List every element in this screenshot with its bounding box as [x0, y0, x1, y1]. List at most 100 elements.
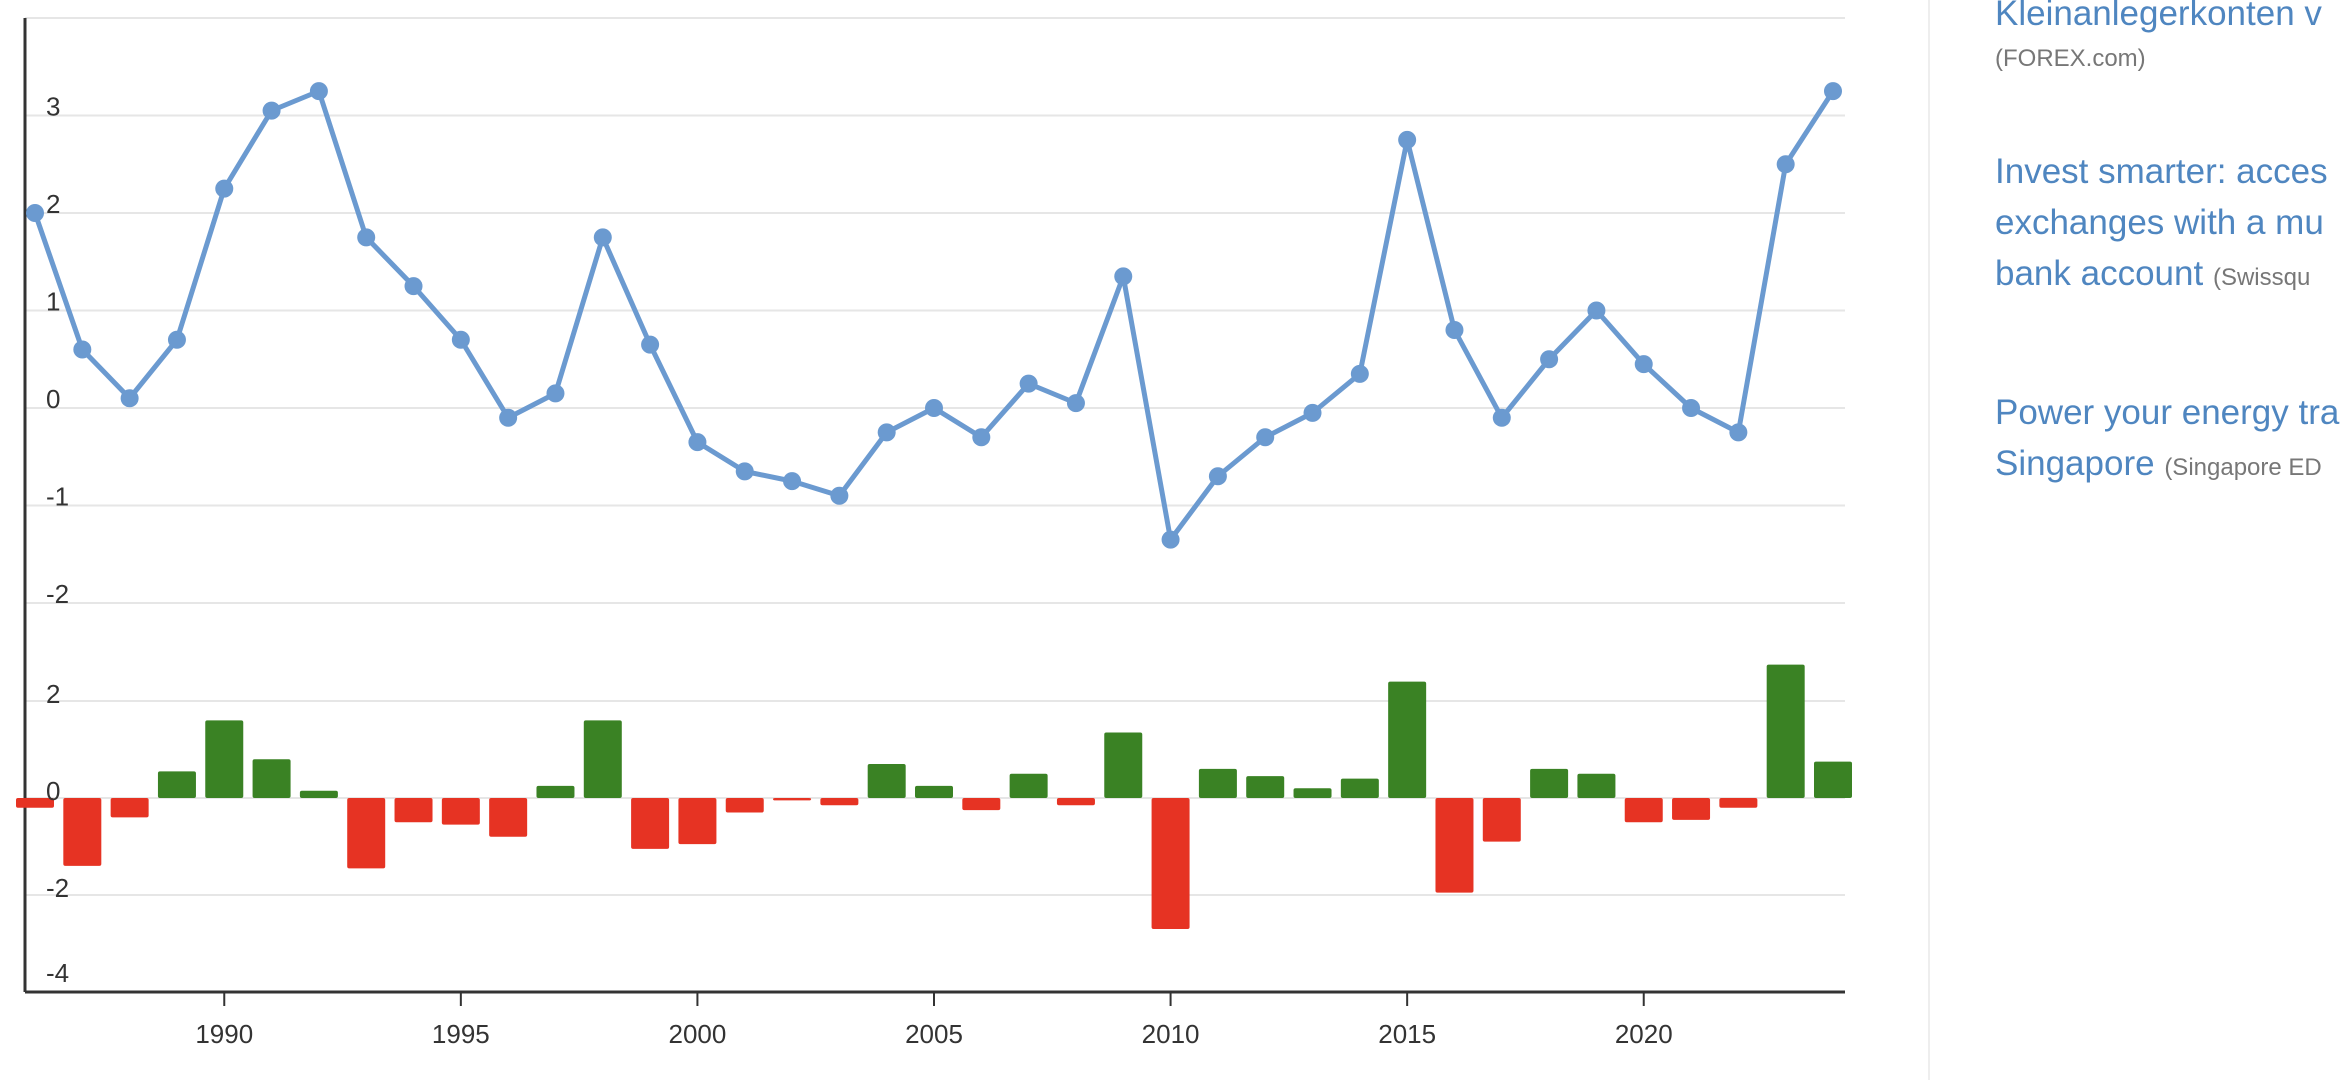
bar: [773, 798, 812, 801]
bar: [1104, 732, 1143, 798]
line-y-tick-label: 0: [46, 384, 60, 414]
line-point: [1066, 394, 1085, 413]
line-point: [1729, 423, 1748, 442]
ad-title-line[interactable]: Kleinanlegerkonten v: [1995, 0, 2322, 33]
x-tick-label: 2005: [905, 1019, 963, 1049]
ad-title-line[interactable]: Singapore: [1995, 444, 2155, 483]
bar: [157, 771, 196, 798]
x-tick-label: 2020: [1615, 1019, 1673, 1049]
x-tick-label: 2010: [1142, 1019, 1200, 1049]
line-point: [1634, 355, 1653, 374]
chart-svg: -2 -1 0 1 2 3 -4 -2 0 2 1990 1995 2000 2005 2010 2015 20…: [16, 17, 1852, 1050]
bar: [1340, 778, 1379, 798]
chart-container: -2 -1 0 1 2 3 -4 -2 0 2 1990 1995 2000 2005 2010 2015 20…: [16, 17, 1852, 1050]
ad-link-singapore-edb[interactable]: Power your energy tra Singapore (Singapo…: [1995, 387, 2339, 493]
bar-y-tick-label: -2: [46, 873, 69, 903]
bar: [16, 798, 54, 808]
ad-link-forex[interactable]: Kleinanlegerkonten v (FOREX.com): [1995, 0, 2322, 84]
x-tick-label: 1995: [432, 1019, 490, 1049]
x-tick-label: 2000: [668, 1019, 726, 1049]
bar: [1293, 788, 1332, 798]
bar: [205, 720, 244, 798]
line-series: [32, 88, 1836, 543]
bar: [1672, 798, 1711, 820]
ad-link-swissquote[interactable]: Invest smarter: acces exchanges with a m…: [1995, 146, 2328, 303]
line-y-tick-label: -1: [46, 482, 69, 512]
bar: [678, 798, 717, 845]
bar: [110, 798, 149, 818]
line-point: [830, 486, 849, 505]
x-tick-label: 2015: [1378, 1019, 1436, 1049]
bar: [1482, 798, 1521, 842]
bar: [1388, 681, 1427, 798]
bar-y-tick-label: -4: [46, 958, 69, 988]
line-point: [1492, 408, 1511, 427]
line-point: [120, 389, 139, 408]
line-point: [1303, 403, 1322, 422]
bar: [1766, 664, 1805, 798]
ad-source: (FOREX.com): [1995, 45, 2146, 72]
line-point: [735, 462, 754, 481]
bar: [1198, 768, 1237, 798]
bar: [725, 798, 764, 813]
line-point: [26, 204, 44, 222]
line-point: [1682, 399, 1701, 417]
line-point: [215, 179, 234, 198]
line-point: [1540, 350, 1559, 369]
ad-source: (Swissqu: [2212, 264, 2311, 291]
line-point: [262, 101, 281, 120]
line-point: [641, 335, 660, 354]
bar: [394, 798, 433, 823]
line-point: [877, 423, 896, 442]
bar: [252, 759, 291, 798]
bar: [583, 720, 622, 798]
ad-title-line[interactable]: Invest smarter: acces: [1995, 152, 2328, 191]
line-point: [1114, 267, 1133, 286]
x-tick-label: 1990: [195, 1019, 253, 1049]
line-point: [499, 408, 518, 427]
line-point: [1587, 301, 1606, 320]
bar: [820, 798, 859, 806]
bar: [1056, 798, 1095, 806]
line-y-tick-label: 1: [46, 287, 60, 317]
line-point: [1208, 467, 1227, 486]
sidebar-divider: [1928, 0, 1930, 1080]
ad-title-line[interactable]: exchanges with a mu: [1995, 203, 2324, 242]
bar: [489, 798, 528, 837]
bar: [1530, 768, 1569, 798]
line-point: [972, 428, 991, 447]
ad-title-line[interactable]: Power your energy tra: [1995, 393, 2340, 432]
bar: [536, 785, 575, 798]
line-y-tick-label: 2: [46, 189, 60, 219]
line-y-tick-label: 3: [46, 92, 60, 122]
line-point: [451, 330, 470, 349]
bar: [63, 798, 102, 866]
bar: [441, 798, 480, 825]
sponsored-links: Kleinanlegerkonten v (FOREX.com) Invest …: [1995, 0, 2340, 1080]
grid-layer: [25, 17, 1845, 993]
line-point: [546, 384, 565, 403]
bar: [1435, 798, 1474, 893]
line-layer: [26, 82, 1842, 549]
line-point: [688, 433, 707, 452]
line-point: [1019, 374, 1038, 393]
bar: [1719, 798, 1758, 808]
bar: [962, 798, 1001, 811]
line-point: [1350, 364, 1369, 383]
bar-y-tick-label: 0: [46, 776, 60, 806]
line-point: [1256, 428, 1275, 447]
line-point: [1776, 155, 1795, 174]
bar: [299, 790, 338, 798]
bar-y-tick-label: 2: [46, 679, 60, 709]
labels-layer: -2 -1 0 1 2 3 -4 -2 0 2 1990 1995 2000 2005 2010 2015 20…: [46, 92, 1673, 1050]
line-point: [1398, 130, 1417, 149]
axis-layer: [23, 18, 1845, 1006]
ad-title-line[interactable]: bank account: [1995, 254, 2204, 293]
bar: [347, 798, 386, 869]
line-point: [167, 330, 186, 349]
line-y-tick-label: -2: [46, 579, 69, 609]
line-point: [593, 228, 612, 247]
line-point: [1824, 82, 1842, 101]
line-point: [73, 340, 92, 359]
line-point: [783, 472, 802, 491]
